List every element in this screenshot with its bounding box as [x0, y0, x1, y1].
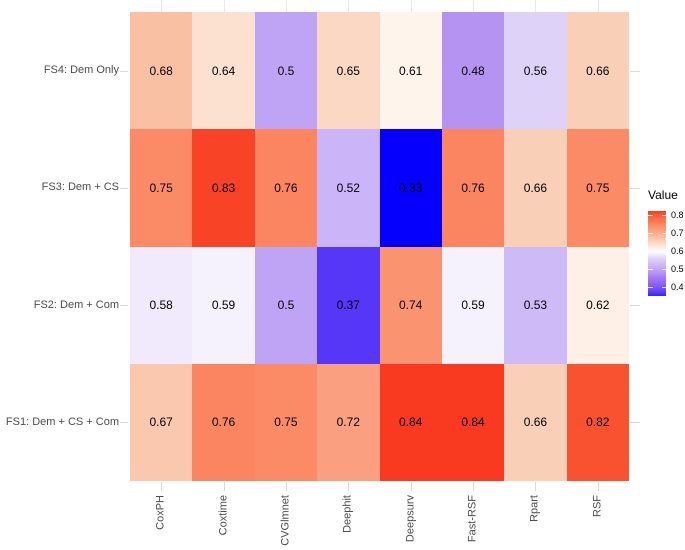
legend-tick-label: 0.6 [671, 245, 684, 256]
heatmap-cell: 0.59 [192, 246, 255, 364]
axis-tick [285, 482, 287, 491]
x-axis-label: CoxPH [154, 495, 167, 530]
axis-tick [161, 482, 163, 491]
heatmap-cell: 0.76 [192, 363, 255, 481]
top-gridline-segment [410, 0, 412, 12]
heatmap-cell: 0.5 [254, 12, 318, 130]
top-gridline-segment [473, 0, 475, 12]
heatmap-panel: 0.68 0.64 0.5 0.65 0.61 0.48 0.56 0.66 0.75 0.83 0… [130, 12, 629, 481]
heatmap-cell: 0.68 [130, 12, 193, 130]
top-gridline-segment [597, 0, 599, 12]
legend-tick-mark [648, 251, 653, 253]
axis-tick [120, 422, 128, 424]
axis-tick [473, 482, 475, 491]
axis-tick [120, 70, 128, 72]
top-gridline-segment [161, 0, 163, 12]
axis-tick [120, 187, 128, 189]
heatmap-cell: 0.61 [379, 12, 442, 130]
top-gridline-segment [348, 0, 350, 12]
x-axis-label: CVGlmnet [279, 495, 292, 546]
axis-tick [348, 482, 350, 491]
heatmap-cell: 0.37 [317, 246, 380, 364]
heatmap-cell: 0.76 [441, 129, 505, 247]
heatmap-cell: 0.33 [379, 129, 442, 247]
legend-tick-label: 0.5 [671, 263, 684, 274]
heatmap-cell: 0.66 [504, 363, 567, 481]
axis-tick [630, 70, 640, 72]
legend-tick-mark [648, 269, 653, 271]
heatmap-cell: 0.64 [192, 12, 255, 130]
axis-tick [597, 482, 599, 491]
legend-tick-mark [662, 287, 666, 288]
axis-tick [630, 187, 640, 189]
legend-tick-label: 0.4 [671, 281, 684, 292]
legend-tick-mark [648, 215, 653, 217]
heatmap-cell: 0.59 [441, 246, 505, 364]
heatmap-cell: 0.84 [441, 363, 505, 481]
heatmap-cell: 0.82 [566, 363, 629, 481]
heatmap-cell: 0.67 [130, 363, 193, 481]
legend-tick-mark [662, 233, 666, 235]
legend-tick-label: 0.7 [671, 227, 684, 238]
axis-tick [410, 482, 412, 491]
x-axis-label: RSF [591, 495, 604, 517]
heatmap-cell: 0.48 [441, 12, 505, 130]
axis-tick [630, 305, 640, 307]
x-axis-label: Fast-RSF [466, 495, 479, 543]
top-gridline-segment [535, 0, 537, 12]
legend-tick-mark [648, 287, 653, 288]
heatmap-cell: 0.65 [317, 12, 380, 130]
heatmap-cell: 0.62 [566, 246, 629, 364]
legend-tick-mark [662, 215, 666, 217]
x-axis-label: Coxtime [217, 495, 230, 536]
heatmap-cell: 0.66 [504, 129, 567, 247]
heatmap-cell: 0.66 [566, 12, 629, 130]
legend-tick-mark [662, 251, 666, 253]
axis-tick [223, 482, 225, 491]
heatmap-cell: 0.83 [192, 129, 255, 247]
axis-tick [630, 422, 640, 424]
y-axis-label: FS3: Dem + CS [41, 181, 119, 194]
y-axis-label: FS1: Dem + CS + Com [5, 415, 119, 428]
heatmap-cell: 0.75 [566, 129, 629, 247]
heatmap-cell: 0.58 [130, 246, 193, 364]
heatmap-cell: 0.74 [379, 246, 442, 364]
axis-tick [535, 482, 537, 491]
legend-title: Value [648, 188, 678, 202]
legend-tick-label: 0.8 [671, 209, 684, 220]
heatmap-cell: 0.72 [317, 363, 380, 481]
legend-colorbar [648, 211, 666, 296]
heatmap-cell: 0.76 [254, 129, 318, 247]
heatmap-cell: 0.56 [504, 12, 567, 130]
legend-tick-mark [662, 269, 666, 271]
heatmap-cell: 0.53 [504, 246, 567, 364]
heatmap-cell: 0.84 [379, 363, 442, 481]
top-gridline-segment [223, 0, 225, 12]
heatmap-cell: 0.75 [130, 129, 193, 247]
y-axis-label: FS2: Dem + Com [33, 298, 119, 311]
axis-tick [120, 305, 128, 307]
heatmap-cell: 0.5 [254, 246, 318, 364]
heatmap-cell: 0.52 [317, 129, 380, 247]
x-axis-label: Deepsurv [404, 495, 417, 543]
x-axis-label: Deephit [341, 495, 354, 533]
heatmap-cell: 0.75 [254, 363, 318, 481]
legend-tick-mark [648, 233, 653, 235]
y-axis-label: FS4: Dem Only [43, 64, 119, 77]
x-axis-label: Rpart [528, 495, 541, 522]
top-gridline-segment [285, 0, 287, 12]
